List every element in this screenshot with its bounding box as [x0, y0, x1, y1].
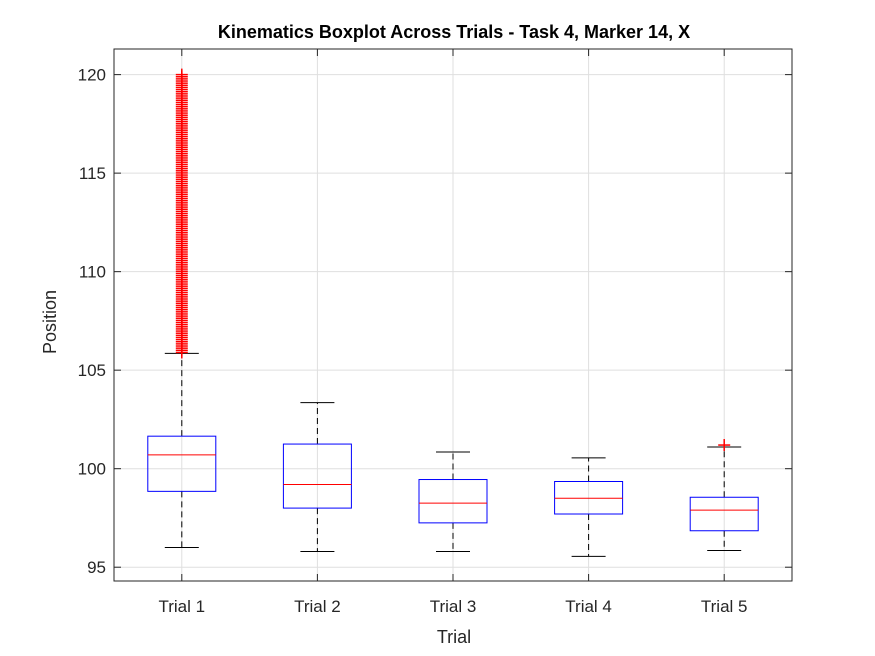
y-tick-label: 105 — [78, 361, 106, 380]
box-group — [689, 439, 759, 551]
y-tick-label: 120 — [78, 66, 106, 85]
box-group — [554, 457, 624, 557]
outlier-marker — [175, 68, 188, 81]
x-tick-label: Trial 2 — [294, 597, 341, 616]
y-tick-label: 95 — [87, 558, 106, 577]
axis-ticks: 95 100 105 110 115 120 Trial 1 Trial 2 Trial 3 Tr… — [78, 49, 792, 616]
box-iqr — [147, 435, 217, 492]
chart-title: Kinematics Boxplot Across Trials - Task … — [218, 22, 690, 42]
box-group — [418, 451, 488, 552]
x-axis-label: Trial — [437, 627, 471, 647]
box-iqr — [418, 479, 488, 524]
x-tick-label: Trial 3 — [430, 597, 477, 616]
boxes — [147, 68, 759, 557]
y-axis-label: Position — [40, 290, 60, 354]
box-group — [282, 402, 352, 552]
y-tick-label: 100 — [78, 460, 106, 479]
grid-lines — [114, 49, 792, 581]
x-tick-label: Trial 4 — [565, 597, 612, 616]
x-tick-label: Trial 5 — [701, 597, 748, 616]
plot-area-frame — [113, 48, 793, 582]
box-group — [147, 68, 217, 549]
box-iqr — [282, 443, 352, 509]
x-tick-label: Trial 1 — [158, 597, 205, 616]
y-tick-label: 110 — [79, 263, 106, 282]
outlier-marker — [718, 439, 731, 452]
y-tick-label: 115 — [79, 164, 106, 183]
box-iqr — [689, 496, 759, 532]
